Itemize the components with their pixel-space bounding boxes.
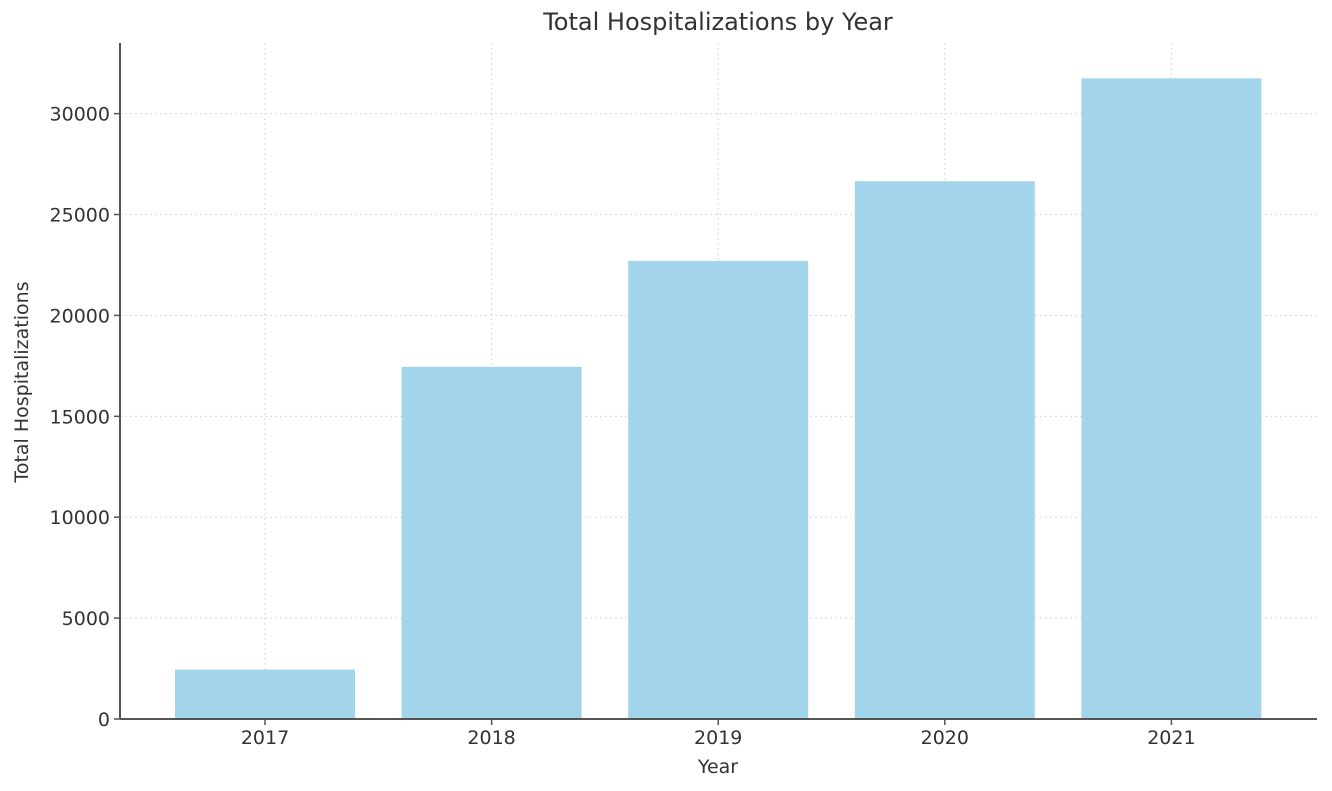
- y-tick-label: 30000: [50, 104, 110, 126]
- chart-title: Total Hospitalizations by Year: [542, 8, 893, 36]
- y-tick-label: 20000: [50, 305, 110, 327]
- x-tick-label: 2021: [1147, 727, 1195, 749]
- bar-2020: [854, 181, 1035, 719]
- y-tick-label: 0: [98, 709, 110, 731]
- y-tick-label: 10000: [50, 507, 110, 529]
- y-tick-label: 5000: [62, 608, 110, 630]
- bar-2018: [401, 366, 582, 719]
- bar-2019: [628, 260, 809, 719]
- x-tick-label: 2019: [694, 727, 742, 749]
- y-tick-label: 25000: [50, 205, 110, 227]
- y-axis-title: Total Hospitalizations: [11, 281, 33, 483]
- bar-2021: [1081, 78, 1262, 720]
- y-tick-label: 15000: [50, 406, 110, 428]
- x-ticks: 2017 2018 2019 2020 2021: [241, 719, 1196, 749]
- x-tick-label: 2017: [241, 727, 289, 749]
- bar-2017: [175, 669, 355, 719]
- y-ticks: 0 5000 10000 15000 20000 25000 30000: [50, 104, 120, 731]
- x-axis-title: Year: [697, 756, 738, 778]
- bars: [175, 78, 1262, 720]
- x-tick-label: 2018: [467, 727, 515, 749]
- x-tick-label: 2020: [921, 727, 969, 749]
